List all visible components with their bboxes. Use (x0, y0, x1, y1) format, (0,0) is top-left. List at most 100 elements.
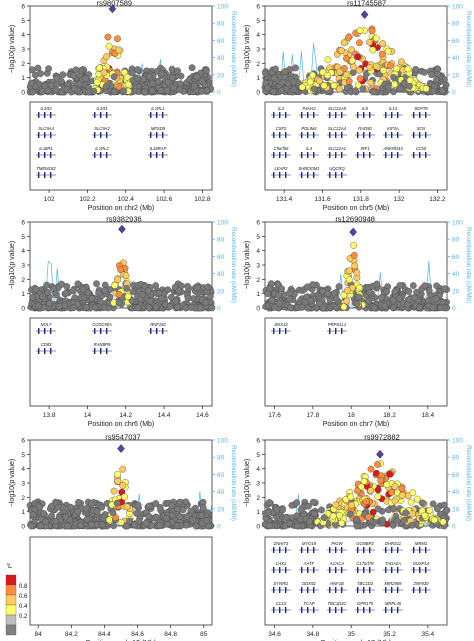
gene-exon (341, 328, 343, 334)
gene-exon (341, 112, 343, 118)
gene-label: IL1R1 (96, 106, 107, 111)
snp-point (114, 276, 122, 283)
gene-exon (357, 567, 359, 573)
snp-point (64, 522, 72, 530)
snp-point (405, 287, 413, 295)
y-tick-label: 6 (21, 220, 25, 227)
gene-exon (150, 328, 152, 334)
snp-point (99, 521, 106, 529)
snp-point (324, 56, 332, 64)
snp-point (111, 88, 118, 96)
gene-exon (413, 112, 415, 118)
y2-tick-label: 80 (452, 21, 460, 28)
x-tick-label: 102.4 (118, 196, 135, 203)
lead-snp-label: rs12690948 (335, 215, 375, 224)
snp-point (393, 65, 401, 73)
gene-exon (100, 132, 102, 138)
gene-exon (273, 132, 275, 138)
snp-point (398, 484, 406, 492)
snp-point (383, 481, 391, 488)
snp-point (353, 522, 361, 530)
x-tick-label: 131.8 (353, 196, 370, 203)
x-tick-label: 17.6 (268, 412, 281, 419)
gene-exon (313, 132, 315, 138)
snp-point (386, 470, 394, 478)
gene-exon (413, 567, 415, 573)
gene-label: C17orf78 (356, 561, 374, 566)
y-tick-label: 6 (256, 220, 260, 227)
snp-point (173, 522, 181, 530)
y-tick-label: 5 (256, 18, 260, 25)
gene-exon (301, 152, 303, 158)
legend-swatch (5, 594, 17, 606)
snp-point (324, 72, 331, 79)
y-tick-label: 1 (21, 75, 25, 82)
y2-tick-label: 60 (217, 254, 225, 261)
gene-exon (38, 152, 40, 158)
gene-track-frame (29, 536, 213, 626)
snp-point (74, 508, 82, 515)
gene-exon (301, 607, 303, 613)
snp-point (95, 289, 102, 297)
snp-point (379, 40, 387, 47)
gene-exon (369, 152, 371, 158)
y2-axis-label: Recombination rate (cM/Mb) (230, 227, 236, 303)
gene-label: IL5 (362, 106, 368, 111)
snp-point (355, 66, 363, 74)
snp-point (404, 65, 412, 73)
gene-exon (307, 172, 309, 178)
y-tick-label: 2 (256, 277, 260, 284)
gene-exon (100, 328, 102, 334)
gene-label: SLC22A4 (328, 126, 347, 131)
gene-exon (301, 587, 303, 593)
snp-point (351, 87, 359, 95)
snp-point (305, 518, 313, 525)
snp-point (182, 498, 190, 506)
gene-label: CSF2 (276, 126, 287, 131)
gene-label: NOL7 (41, 322, 53, 327)
x-tick-label: 34.8 (307, 631, 320, 638)
gene-exon (273, 607, 275, 613)
snp-point (123, 73, 131, 81)
gene-exon (385, 112, 387, 118)
gene-exon (273, 587, 275, 593)
snp-point (353, 300, 361, 308)
snp-point (402, 509, 410, 517)
x-tick-label: 35.2 (383, 631, 396, 638)
y2-tick-label: 0 (452, 524, 456, 531)
snp-point (319, 68, 327, 76)
gene-exon (335, 152, 337, 158)
gene-label: GPR179 (357, 601, 374, 606)
lead-snp-label: rs11745587 (347, 0, 386, 8)
x-tick-label: 14.6 (196, 412, 209, 419)
y2-tick-label: 100 (452, 4, 463, 11)
x-tick-label: 18.2 (383, 412, 396, 419)
gene-exon (329, 587, 331, 593)
snp-point (109, 509, 117, 517)
gene-exon (106, 112, 108, 118)
gene-exon (329, 607, 331, 613)
y2-tick-label: 100 (452, 438, 463, 445)
snp-point (367, 465, 375, 473)
gene-exon (301, 132, 303, 138)
snp-point (335, 512, 343, 519)
gene-exon (335, 172, 337, 178)
snp-point (268, 296, 276, 304)
snp-point (386, 62, 394, 70)
gene-exon (285, 607, 287, 613)
gene-exon (329, 172, 331, 178)
gene-exon (307, 132, 309, 138)
gene-label: RANBP9 (94, 342, 111, 347)
x-axis-label: Position on chr7 (Mb) (323, 421, 390, 428)
gene-label: RAD50 (358, 126, 372, 131)
snp-point (208, 304, 216, 312)
gene-exon (273, 547, 275, 553)
gene-exon (44, 132, 46, 138)
y-tick-label: 4 (21, 32, 25, 39)
gene-exon (307, 607, 309, 613)
gene-label: SLC22A5 (328, 106, 347, 111)
snp-point (103, 53, 111, 60)
gene-label: SHROOM1 (298, 166, 319, 171)
snp-point (52, 86, 60, 94)
gene-exon (341, 567, 343, 573)
